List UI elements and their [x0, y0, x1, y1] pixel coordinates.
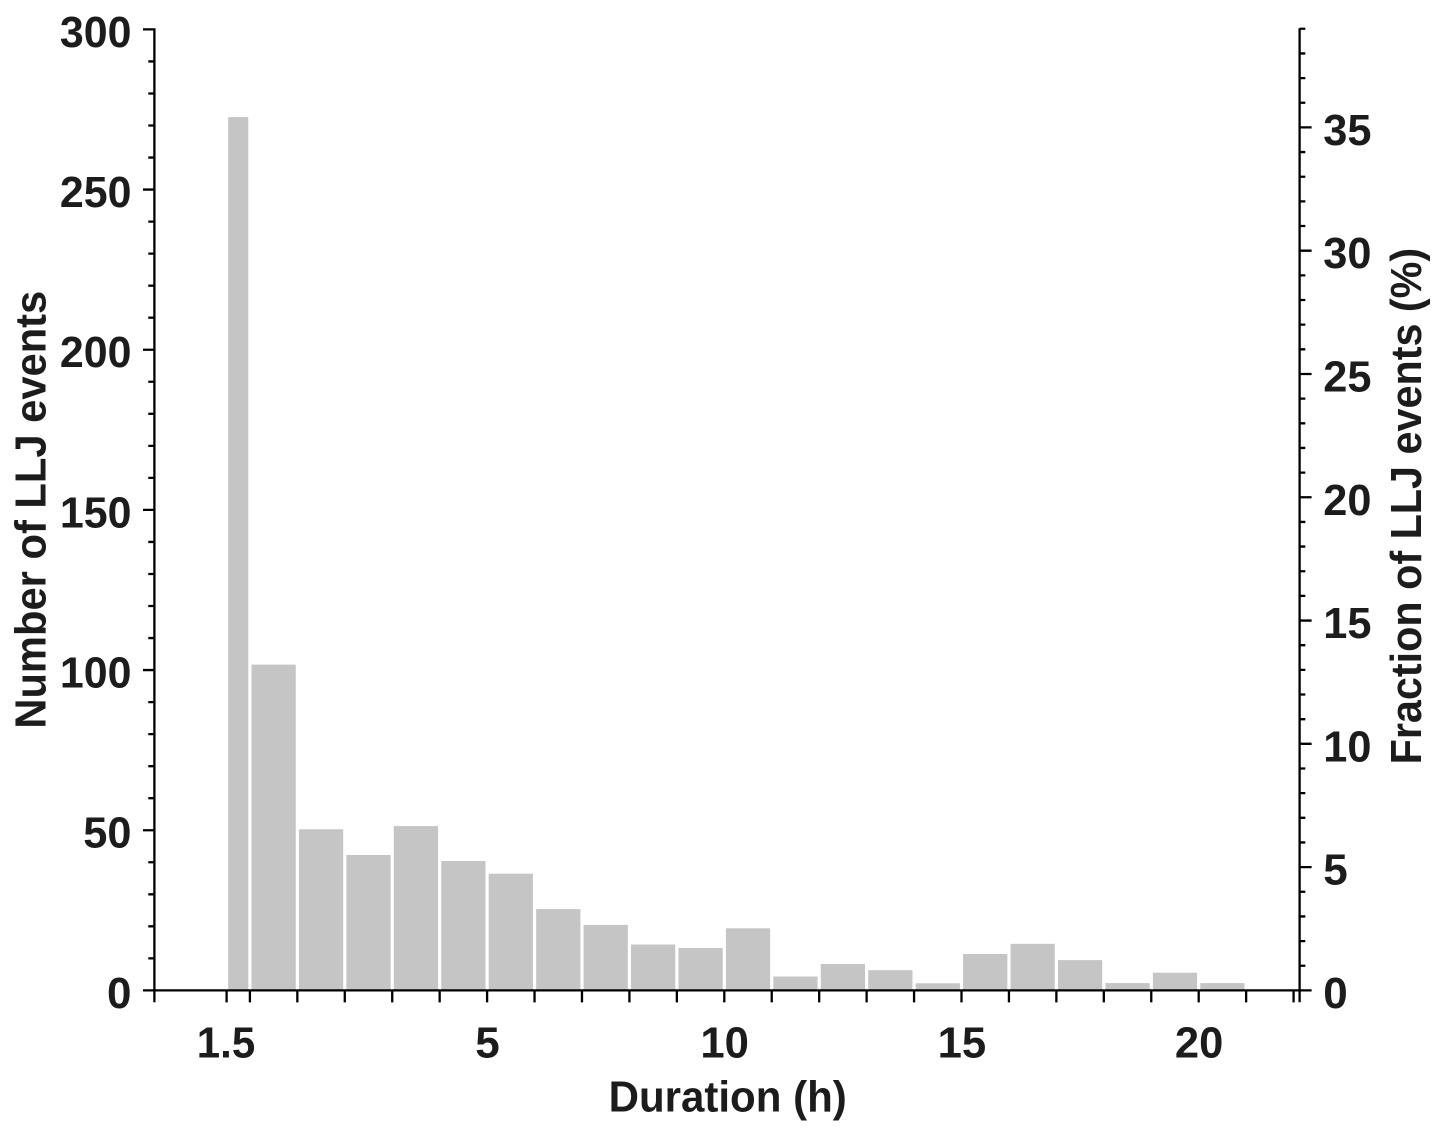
- svg-text:20: 20: [1323, 476, 1371, 525]
- svg-text:100: 100: [60, 649, 132, 698]
- svg-text:15: 15: [1323, 599, 1371, 648]
- svg-text:Fraction of LLJ events (%): Fraction of LLJ events (%): [1382, 248, 1431, 765]
- svg-text:300: 300: [60, 8, 132, 57]
- svg-text:200: 200: [60, 328, 132, 377]
- svg-text:150: 150: [60, 488, 132, 537]
- svg-text:35: 35: [1323, 106, 1371, 155]
- svg-text:1.5: 1.5: [197, 1019, 255, 1068]
- svg-text:30: 30: [1323, 229, 1371, 278]
- svg-text:10: 10: [700, 1019, 749, 1068]
- svg-text:20: 20: [1175, 1019, 1223, 1068]
- svg-text:0: 0: [1323, 969, 1347, 1018]
- svg-text:Duration (h): Duration (h): [609, 1073, 847, 1122]
- svg-text:0: 0: [107, 969, 131, 1018]
- svg-text:5: 5: [1323, 846, 1347, 895]
- svg-text:10: 10: [1323, 722, 1371, 771]
- svg-text:Number of LLJ events: Number of LLJ events: [7, 291, 56, 729]
- svg-text:250: 250: [60, 168, 132, 217]
- svg-text:25: 25: [1323, 352, 1371, 401]
- svg-text:50: 50: [83, 809, 131, 858]
- svg-text:5: 5: [475, 1019, 499, 1068]
- svg-text:15: 15: [938, 1019, 987, 1068]
